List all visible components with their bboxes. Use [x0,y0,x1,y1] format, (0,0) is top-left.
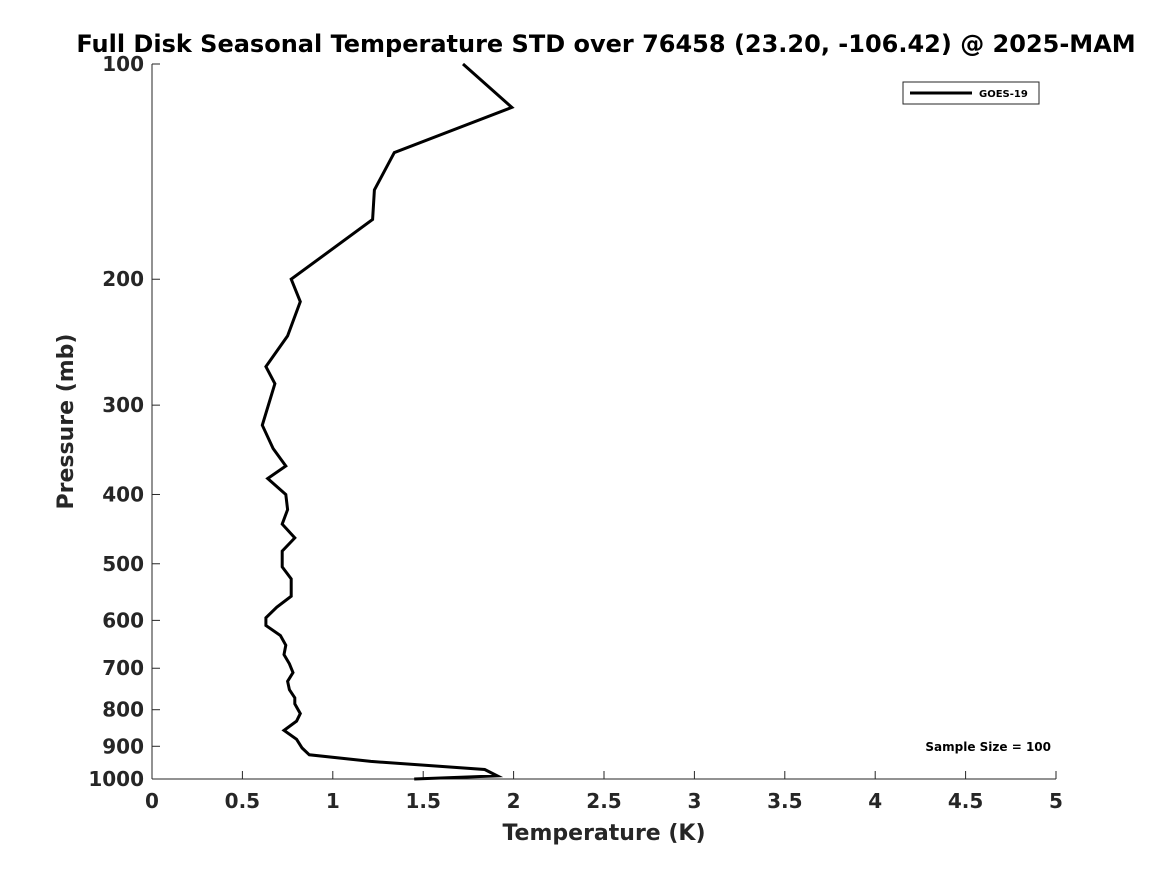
y-tick-label: 100 [102,52,144,76]
chart-title: Full Disk Seasonal Temperature STD over … [76,30,1135,58]
x-tick-label: 3.5 [767,789,802,813]
y-tick-label: 700 [102,656,144,680]
series-line-goes-19 [260,62,515,781]
y-tick-label: 200 [102,267,144,291]
y-tick-label: 300 [102,393,144,417]
y-axis-ticks: 100 200 300 400 500 600 700 800 900 1000 [88,52,160,791]
x-tick-label: 4 [868,789,882,813]
x-axis-ticks: 0 0.5 1 1.5 2 2.5 3 3.5 4 4.5 5 [145,771,1063,813]
series-layer [260,62,515,781]
x-tick-label: 1 [326,789,340,813]
x-tick-label: 2 [507,789,521,813]
y-tick-label: 500 [102,552,144,576]
x-tick-label: 0 [145,789,159,813]
x-tick-label: 3 [687,789,701,813]
x-tick-label: 1.5 [405,789,440,813]
y-axis-label: Pressure (mb) [54,334,79,510]
sample-size-annotation: Sample Size = 100 [925,740,1051,754]
legend: GOES-19 [902,81,1040,105]
y-tick-label: 600 [102,608,144,632]
y-tick-label: 400 [102,482,144,506]
legend-label: GOES-19 [979,89,1028,100]
axes [151,64,1056,780]
x-tick-label: 5 [1049,789,1063,813]
y-tick-label: 800 [102,698,144,722]
x-axis-label: Temperature (K) [502,821,705,846]
y-tick-label: 900 [102,734,144,758]
x-tick-label: 2.5 [586,789,621,813]
x-tick-label: 4.5 [948,789,983,813]
x-tick-label: 0.5 [225,789,260,813]
y-tick-label: 1000 [88,767,144,791]
